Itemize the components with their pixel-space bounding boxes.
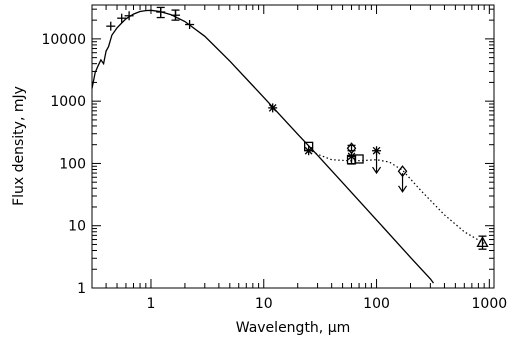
y-tick-label: 1 bbox=[77, 281, 86, 297]
plot-frame bbox=[91, 4, 495, 289]
diamond-marker bbox=[346, 142, 357, 155]
x-tick-label: 10 bbox=[255, 296, 273, 312]
y-tick-label: 1000 bbox=[50, 94, 86, 110]
series-layer bbox=[92, 9, 485, 284]
y-axis-ticks bbox=[92, 8, 494, 289]
x-axis-title: Wavelength, μm bbox=[236, 320, 351, 336]
plus-marker bbox=[185, 20, 195, 30]
y-tick-label: 10 bbox=[68, 219, 86, 235]
y-axis-title: Flux density, mJy bbox=[11, 86, 27, 206]
asterisk-marker bbox=[268, 103, 278, 113]
y-tick-label: 100 bbox=[59, 156, 86, 172]
square-marker bbox=[303, 141, 314, 152]
x-axis-tick-labels: 1 10 100 1000 bbox=[147, 296, 508, 312]
upper-limit-arrow bbox=[398, 173, 408, 193]
x-tick-label: 1 bbox=[147, 296, 156, 312]
triangle-marker bbox=[476, 235, 489, 250]
y-axis-tick-labels: 1 10 100 1000 10000 bbox=[41, 32, 86, 297]
data-points bbox=[106, 6, 489, 250]
x-tick-label: 1000 bbox=[472, 296, 508, 312]
x-axis-ticks bbox=[91, 5, 490, 288]
square-marker bbox=[346, 154, 357, 165]
dust-model-dotted-line bbox=[308, 148, 485, 244]
plus-marker bbox=[156, 6, 166, 19]
y-tick-label: 10000 bbox=[41, 32, 86, 48]
asterisk-marker bbox=[372, 146, 382, 156]
plus-marker bbox=[171, 9, 181, 21]
plus-marker bbox=[124, 11, 134, 21]
square-marker bbox=[354, 154, 364, 164]
plus-marker bbox=[106, 21, 116, 31]
plus-marker bbox=[117, 13, 127, 23]
upper-limits bbox=[372, 154, 408, 193]
upper-limit-arrow bbox=[372, 154, 382, 175]
x-tick-label: 100 bbox=[363, 296, 390, 312]
photosphere-model-line bbox=[92, 9, 435, 284]
